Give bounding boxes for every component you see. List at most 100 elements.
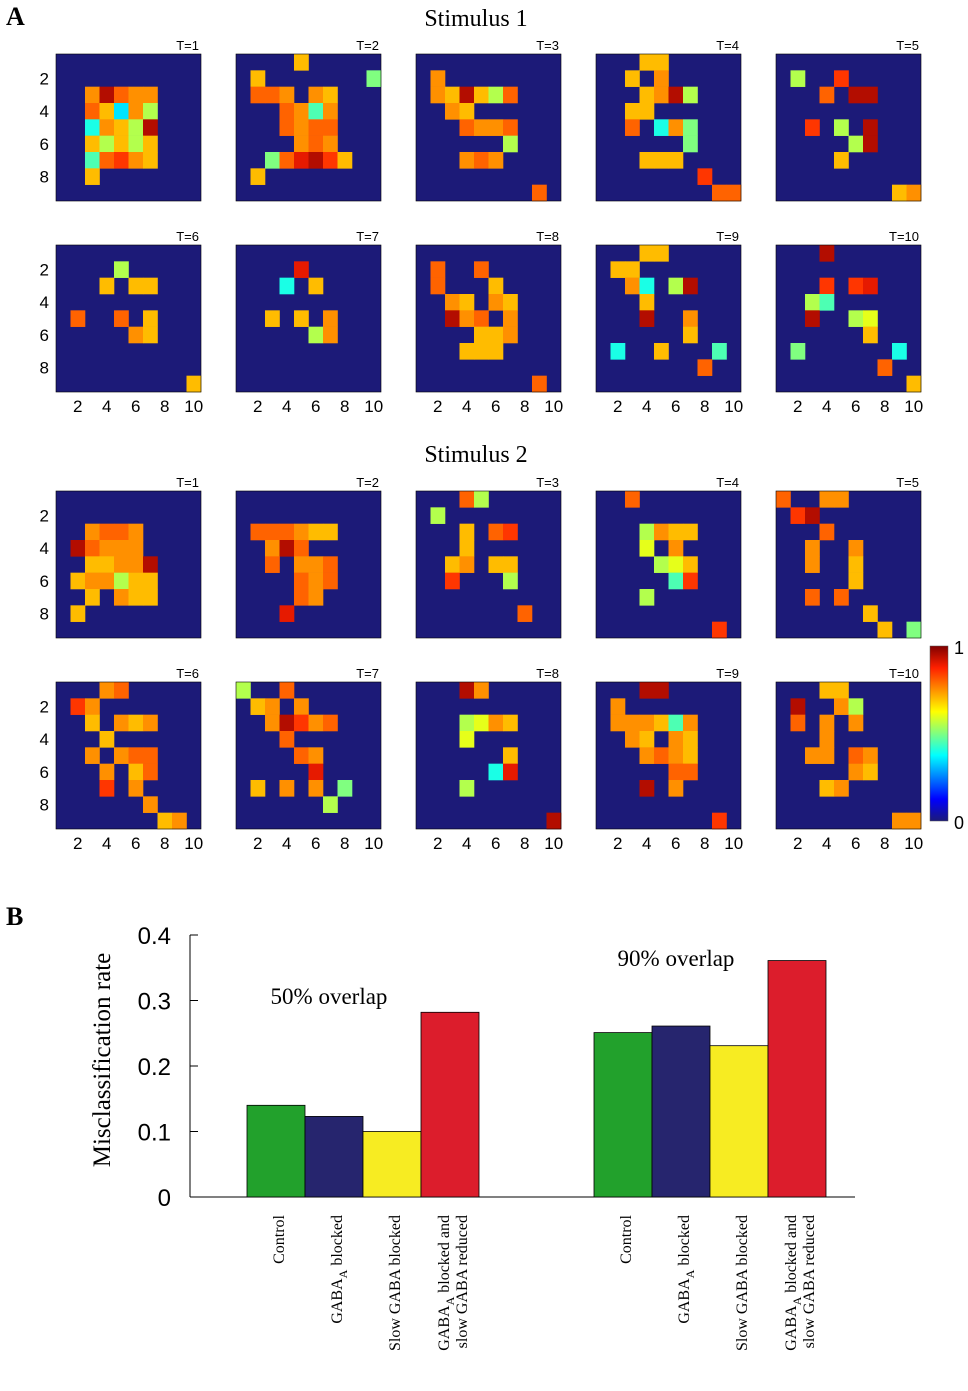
heatmap-cell [639,682,655,699]
heatmap-frame-border [55,490,202,639]
heatmap-cell [114,682,129,699]
frame-time-label: T=5 [896,38,919,53]
category-label-text: Control [271,1214,288,1263]
heatmap-cell [503,556,518,573]
bar [304,1116,364,1198]
heatmap-cell [639,310,655,327]
heatmap-cell [308,135,324,153]
heatmap-cell [532,375,547,393]
y-tick-label: 8 [40,359,49,378]
heatmap-cell [99,103,115,120]
heatmap-cell [834,152,849,169]
bar [420,1011,480,1198]
heatmap-cell [294,540,309,557]
heatmap-frame-border [415,681,562,830]
heatmap-cell [639,103,655,120]
heatmap-cell [863,119,878,136]
heatmap-cell [279,714,295,732]
heatmap-cell [790,698,806,715]
heatmap-cell [85,135,100,153]
heatmap-cell [99,119,115,136]
heatmap-cell [712,343,727,360]
heatmap-cell [625,119,640,136]
heatmap-cell [85,523,100,541]
heatmap-cell [279,103,295,120]
heatmap-cell [863,310,878,327]
heatmap-cell [114,135,129,153]
category-label: Slow GABA blocked [734,1215,751,1351]
heatmap-cell [445,294,460,311]
heatmap-cell [639,523,655,541]
frame-time-label: T=2 [356,475,379,490]
heatmap-cell [308,523,324,541]
heatmap-cell [250,70,266,87]
heatmap-cell [85,714,100,732]
heatmap-cell [445,103,460,120]
bar [767,960,827,1198]
heatmap-frame-border [595,53,742,202]
y-tick-label: 8 [40,168,49,187]
x-tick-label: 10 [724,834,743,853]
heatmap-frame-border [595,490,742,639]
heatmap-cell [294,523,309,541]
heatmap-cell [654,556,669,573]
category-label: GABAA​ blocked [329,1215,350,1324]
heatmap-cell [625,491,640,508]
y-ticks: 0 0.1 0.2 0.3 0.4 [138,923,198,1212]
heatmap-cell [683,747,698,764]
heatmap-cell [610,343,626,360]
category-label: Slow GABA blocked [387,1215,404,1351]
heatmap-cell [488,714,504,732]
heatmap-cell [805,556,820,573]
category-label: Control [271,1214,288,1263]
category-label-text: GABAA​ blocked and [783,1215,804,1351]
heatmap-cell [474,119,489,136]
heatmap-cell [639,294,655,311]
heatmap-cell [654,119,669,136]
y-tick-label: 6 [40,326,49,345]
heatmap-cell [790,507,806,524]
heatmap-frame-border [775,681,922,830]
heatmap-cell [892,184,907,202]
x-tick-label: 4 [642,834,651,853]
heatmap-cell [128,277,144,295]
frame-time-label: T=4 [716,38,739,53]
heatmap-cell [294,698,309,715]
heatmap-cell [294,54,309,71]
heatmap-cell [279,731,295,748]
heatmap-cell [99,277,115,295]
heatmap-cell [712,812,727,830]
heatmap-cell [625,103,640,120]
heatmap-cell [445,86,460,104]
category-label-text: Slow GABA blocked [387,1215,404,1351]
heatmap-cell [459,556,475,573]
heatmap-cell [683,277,698,295]
bars [246,960,827,1198]
heatmap-cell [279,523,295,541]
heatmap-cell [819,731,835,748]
heatmap-cell [294,135,309,153]
heatmap-cell [337,152,353,169]
heatmap-cell [323,572,338,590]
heatmap-frame: T=10 2 4 6 8 10 [775,229,923,416]
heatmap-cell [265,523,280,541]
heatmap-frame: T=10 2 4 6 8 10 [775,666,923,853]
x-tick-label: 2 [613,397,622,416]
heatmap-cell [459,523,475,541]
heatmap-cell [819,780,835,797]
heatmap-cell [128,103,144,120]
heatmap-cell [114,714,129,732]
heatmap-cell [790,70,806,87]
heatmap-cell [819,277,835,295]
colorbar-gradient [929,645,949,822]
heatmap-cell [250,168,266,185]
heatmap-frame: T=9 2 4 6 8 10 [595,229,743,416]
heatmap-cell [668,763,684,781]
x-tick-label: 6 [491,834,500,853]
heatmap-cell [308,747,324,764]
heatmap-cell [294,152,309,169]
y-tick-label: 0.3 [138,989,171,1016]
bar-chart: 0 0.1 0.2 0.3 0.4 50% overlap 90% overlap Con… [89,923,855,1351]
heatmap-cell [323,523,338,541]
heatmap-cell [834,119,849,136]
